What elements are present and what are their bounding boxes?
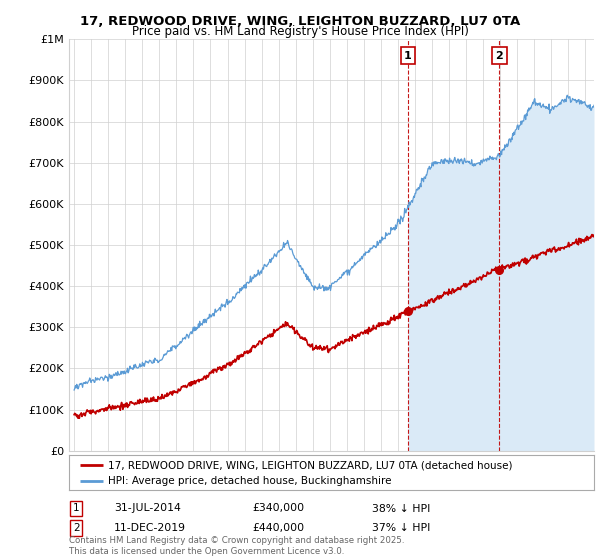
Text: Contains HM Land Registry data © Crown copyright and database right 2025.
This d: Contains HM Land Registry data © Crown c… (69, 536, 404, 556)
Text: HPI: Average price, detached house, Buckinghamshire: HPI: Average price, detached house, Buck… (109, 477, 392, 486)
Text: 38% ↓ HPI: 38% ↓ HPI (372, 503, 430, 514)
Text: 1: 1 (404, 50, 412, 60)
Text: 2: 2 (496, 50, 503, 60)
Text: 37% ↓ HPI: 37% ↓ HPI (372, 523, 430, 533)
Text: £440,000: £440,000 (252, 523, 304, 533)
Text: £340,000: £340,000 (252, 503, 304, 514)
Text: 11-DEC-2019: 11-DEC-2019 (114, 523, 186, 533)
Text: 31-JUL-2014: 31-JUL-2014 (114, 503, 181, 514)
Text: Price paid vs. HM Land Registry's House Price Index (HPI): Price paid vs. HM Land Registry's House … (131, 25, 469, 38)
Text: 17, REDWOOD DRIVE, WING, LEIGHTON BUZZARD, LU7 0TA (detached house): 17, REDWOOD DRIVE, WING, LEIGHTON BUZZAR… (109, 460, 513, 470)
Text: 17, REDWOOD DRIVE, WING, LEIGHTON BUZZARD, LU7 0TA: 17, REDWOOD DRIVE, WING, LEIGHTON BUZZAR… (80, 15, 520, 27)
Text: 2: 2 (73, 523, 80, 533)
Text: 1: 1 (73, 503, 80, 514)
